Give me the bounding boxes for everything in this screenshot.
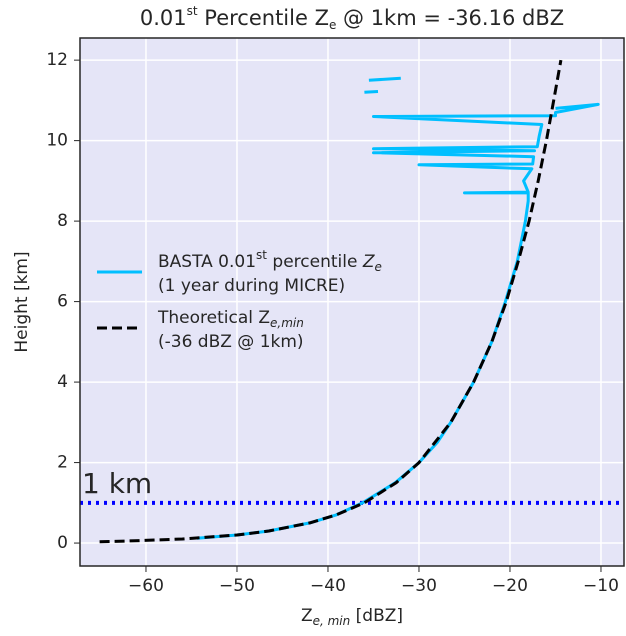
legend-part: e [375, 260, 382, 274]
y-tick-label: 6 [57, 292, 68, 312]
x-tick-label: −40 [310, 576, 346, 596]
legend-part: e,min [270, 316, 304, 330]
title-part: e [329, 18, 336, 32]
title-part: Percentile Z [198, 6, 329, 30]
legend-label: BASTA 0.01st percentile Ze [158, 248, 382, 274]
legend-label: Theoretical Ze,min [157, 308, 304, 330]
chart-title: 0.01st Percentile Ze @ 1km = -36.16 dBZ [140, 4, 564, 32]
reference-label: 1 km [82, 467, 152, 500]
y-tick-label: 2 [57, 453, 68, 473]
y-tick-label: 12 [46, 50, 68, 70]
x-axis-label: Ze, min [dBZ] [301, 606, 403, 628]
xlabel-part: [dBZ] [350, 606, 403, 626]
legend: BASTA 0.01st percentile Ze (1 year durin… [97, 248, 382, 352]
legend-part: percentile [267, 252, 363, 272]
title-part: 0.01 [140, 6, 187, 30]
legend-label: (-36 dBZ @ 1km) [158, 332, 304, 352]
x-tick-label: −30 [401, 576, 437, 596]
plot-frame [79, 37, 625, 567]
y-tick-label: 4 [57, 372, 68, 392]
y-axis-label: Height [km] [12, 251, 32, 352]
legend-part: Z [362, 252, 375, 272]
y-tick-label: 10 [46, 131, 68, 151]
title-part: st [187, 4, 198, 18]
x-tick-label: −50 [219, 576, 255, 596]
xlabel-part: Z [301, 606, 313, 626]
legend-part: BASTA 0.01 [158, 252, 256, 272]
series-group [99, 59, 600, 544]
y-tick-label: 8 [57, 211, 68, 231]
xlabel-part: e, min [313, 614, 351, 628]
title-part: @ 1km = -36.16 dBZ [336, 6, 564, 30]
legend-part: Theoretical Z [157, 308, 270, 328]
legend-label: (1 year during MICRE) [158, 276, 345, 296]
x-tick-label: −60 [128, 576, 164, 596]
plot-area: −60 −50 −40 −30 −20 −10 0 2 4 6 8 10 12 1 km [46, 37, 625, 596]
data-line [99, 59, 563, 544]
y-tick-label: 0 [57, 533, 68, 553]
legend-part: st [256, 248, 267, 262]
x-tick-label: −20 [492, 576, 528, 596]
x-tick-label: −10 [583, 576, 619, 596]
